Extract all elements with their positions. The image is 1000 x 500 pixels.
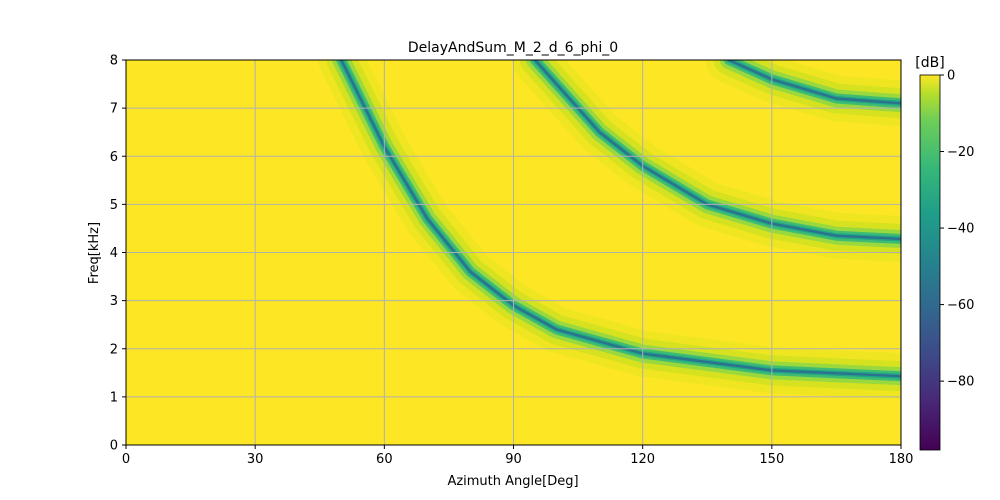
x-tick-label: 0 [122, 452, 130, 467]
colorbar-tick-label: −40 [947, 222, 974, 237]
x-tick-label: 90 [505, 452, 522, 467]
grid-lines [126, 60, 901, 445]
colorbar-tick-label: −20 [947, 145, 974, 160]
x-tick-label: 180 [889, 452, 914, 467]
y-tick-label: 5 [110, 198, 118, 213]
y-tick-label: 7 [110, 102, 118, 117]
colorbar-tick-label: −60 [947, 298, 974, 313]
chart-title: DelayAndSum_M_2_d_6_phi_0 [408, 40, 618, 56]
x-tick-label: 150 [759, 452, 784, 467]
y-tick-label: 4 [110, 246, 118, 261]
colorbar-tick-label: 0 [947, 69, 955, 84]
y-tick-label: 1 [110, 390, 118, 405]
y-tick-label: 3 [110, 294, 118, 309]
x-tick-label: 60 [376, 452, 393, 467]
x-axis-label: Azimuth Angle[Deg] [447, 474, 578, 489]
y-tick-label: 2 [110, 342, 118, 357]
y-axis-label: Freq[kHz] [87, 222, 102, 284]
x-tick-label: 30 [247, 452, 264, 467]
x-axis-ticks: 0 30 60 90 120 150 180 [122, 445, 914, 467]
y-axis-ticks: 0 1 2 3 4 5 6 7 8 [110, 54, 126, 454]
y-tick-label: 6 [110, 150, 118, 165]
y-tick-label: 8 [110, 54, 118, 69]
colorbar [919, 74, 941, 451]
null-curve-3-layer-5 [727, 60, 901, 105]
y-tick-label: 0 [110, 439, 118, 454]
colorbar-tick-label: −80 [947, 375, 974, 390]
colorbar-ticks: 0 −20 −40 −60 −80 [940, 69, 974, 390]
x-tick-label: 120 [630, 452, 655, 467]
colorbar-label: [dB] [915, 55, 944, 71]
